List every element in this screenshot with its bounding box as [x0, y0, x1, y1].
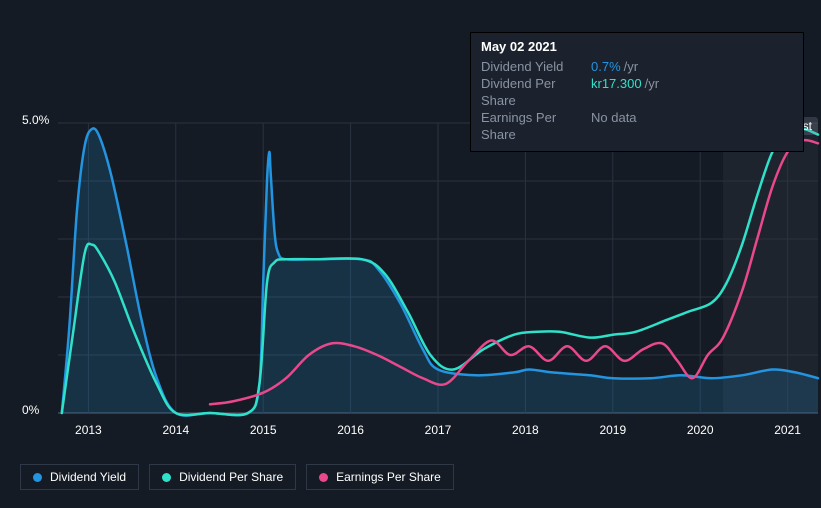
x-axis-tick: 2013 — [75, 423, 102, 437]
legend-dot-icon — [319, 473, 328, 482]
x-axis-tick: 2017 — [425, 423, 452, 437]
tooltip-row-unit: /yr — [624, 58, 638, 75]
legend-dot-icon — [33, 473, 42, 482]
chart-svg — [20, 105, 820, 445]
tooltip-row: Dividend Per Sharekr17.300/yr — [481, 75, 793, 109]
legend-item-label: Dividend Per Share — [179, 470, 283, 484]
dividend-chart[interactable]: Past 5.0%0%20132014201520162017201820192… — [20, 105, 810, 445]
tooltip-row: Earnings Per ShareNo data — [481, 109, 793, 143]
y-axis-tick: 5.0% — [22, 113, 49, 127]
x-axis-tick: 2020 — [687, 423, 714, 437]
tooltip-date: May 02 2021 — [481, 39, 793, 54]
x-axis-tick: 2014 — [162, 423, 189, 437]
legend-item[interactable]: Earnings Per Share — [306, 464, 454, 490]
tooltip-row-unit: /yr — [645, 75, 659, 109]
tooltip-row-value: No data — [591, 109, 637, 143]
x-axis-tick: 2021 — [774, 423, 801, 437]
legend-item-label: Earnings Per Share — [336, 470, 441, 484]
legend-dot-icon — [162, 473, 171, 482]
tooltip-row-label: Earnings Per Share — [481, 109, 591, 143]
chart-tooltip: May 02 2021 Dividend Yield0.7%/yrDividen… — [470, 32, 804, 152]
legend-item[interactable]: Dividend Per Share — [149, 464, 296, 490]
x-axis-tick: 2016 — [337, 423, 364, 437]
tooltip-row-value: 0.7% — [591, 58, 621, 75]
tooltip-row-label: Dividend Per Share — [481, 75, 591, 109]
legend-item-label: Dividend Yield — [50, 470, 126, 484]
x-axis-tick: 2018 — [512, 423, 539, 437]
tooltip-row: Dividend Yield0.7%/yr — [481, 58, 793, 75]
legend-item[interactable]: Dividend Yield — [20, 464, 139, 490]
x-axis-tick: 2019 — [599, 423, 626, 437]
x-axis-tick: 2015 — [250, 423, 277, 437]
tooltip-row-value: kr17.300 — [591, 75, 642, 109]
tooltip-row-label: Dividend Yield — [481, 58, 591, 75]
y-axis-tick: 0% — [22, 403, 39, 417]
chart-legend: Dividend Yield Dividend Per Share Earnings… — [20, 464, 454, 490]
